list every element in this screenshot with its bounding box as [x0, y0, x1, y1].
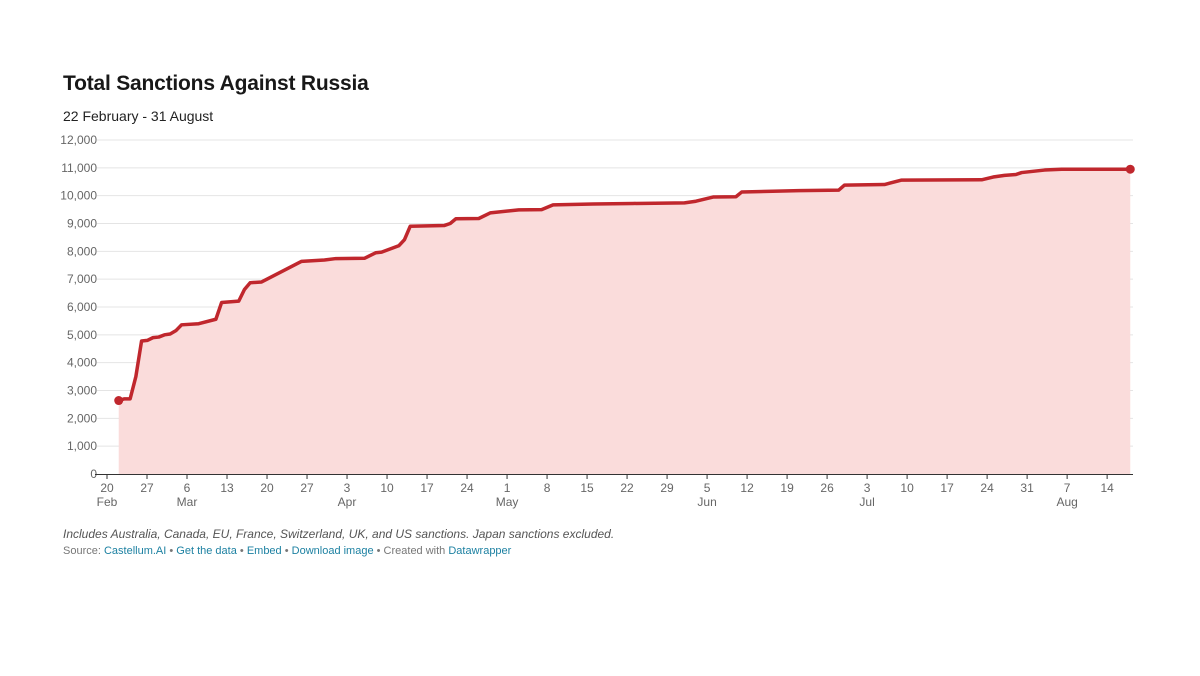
y-tick-label: 11,000 [61, 161, 97, 175]
x-tick-month-label: Jul [859, 495, 874, 509]
y-tick-label: 5,000 [67, 328, 97, 342]
x-tick-label: 10 [900, 481, 914, 495]
y-tick-label: 10,000 [60, 189, 97, 203]
series-end-point[interactable] [1125, 164, 1135, 174]
y-tick-label: 8,000 [67, 244, 97, 258]
x-tick-label: 15 [580, 481, 594, 495]
x-tick-label: 5 [704, 481, 711, 495]
x-tick-label: 17 [420, 481, 434, 495]
x-tick-label: 7 [1064, 481, 1071, 495]
x-tick-label: 8 [544, 481, 551, 495]
chart-title: Total Sanctions Against Russia [63, 72, 369, 95]
x-tick-month-label: Apr [338, 495, 357, 509]
x-tick-label: 24 [980, 481, 994, 495]
x-tick-label: 20 [100, 481, 114, 495]
embed-link[interactable]: Embed [246, 545, 282, 557]
source-line: Source: Castellum.AI • Get the data • Em… [63, 545, 511, 557]
datawrapper-link[interactable]: Datawrapper [448, 545, 512, 557]
y-tick-label: 12,000 [60, 133, 97, 147]
x-tick-label: 24 [460, 481, 474, 495]
source-link[interactable]: Castellum.AI [103, 545, 167, 557]
x-tick-label: 10 [380, 481, 394, 495]
y-axis-ticks: 0 1,000 2,000 3,000 4,000 5,000 6,000 7,000 8,00… [60, 133, 97, 481]
y-tick-label: 9,000 [67, 217, 97, 231]
x-tick-month-label: May [496, 495, 519, 509]
x-tick-label: 20 [260, 481, 274, 495]
source-prefix: Source: [63, 545, 104, 557]
x-tick-month-label: Aug [1056, 495, 1077, 509]
series-start-point[interactable] [114, 396, 124, 406]
y-tick-label: 0 [90, 467, 97, 481]
x-tick-label: 27 [140, 481, 154, 495]
x-tick-month-label: Feb [97, 495, 118, 509]
download-image-link[interactable]: Download image [291, 545, 374, 557]
x-tick-label: 17 [940, 481, 954, 495]
y-tick-label: 4,000 [67, 356, 97, 370]
chart-subtitle: 22 February - 31 August [63, 108, 214, 124]
y-tick-label: 3,000 [67, 384, 97, 398]
x-tick-label: 29 [660, 481, 674, 495]
x-tick-label: 1 [504, 481, 511, 495]
get-data-link[interactable]: Get the data [176, 545, 237, 557]
x-tick-label: 27 [300, 481, 314, 495]
x-tick-label: 12 [740, 481, 754, 495]
x-tick-label: 6 [184, 481, 191, 495]
x-tick-label: 26 [820, 481, 834, 495]
y-tick-label: 6,000 [67, 300, 97, 314]
x-tick-label: 3 [864, 481, 871, 495]
x-tick-label: 31 [1020, 481, 1034, 495]
series-area [118, 169, 1131, 475]
x-tick-label: 14 [1100, 481, 1114, 495]
x-tick-month-label: Mar [177, 495, 198, 509]
y-tick-label: 7,000 [67, 272, 97, 286]
x-tick-month-label: Jun [697, 495, 716, 509]
separator: • [281, 545, 292, 557]
chart-notes: Includes Australia, Canada, EU, France, … [63, 527, 615, 541]
separator: • [236, 545, 247, 557]
separator: • [166, 545, 177, 557]
y-tick-label: 1,000 [67, 439, 97, 453]
x-tick-label: 13 [220, 481, 234, 495]
x-tick-label: 19 [780, 481, 794, 495]
created-with-text: • Created with [373, 545, 449, 557]
series-line [116, 167, 1133, 403]
y-tick-label: 2,000 [67, 411, 97, 425]
x-tick-label: 22 [620, 481, 634, 495]
x-tick-label: 3 [344, 481, 351, 495]
